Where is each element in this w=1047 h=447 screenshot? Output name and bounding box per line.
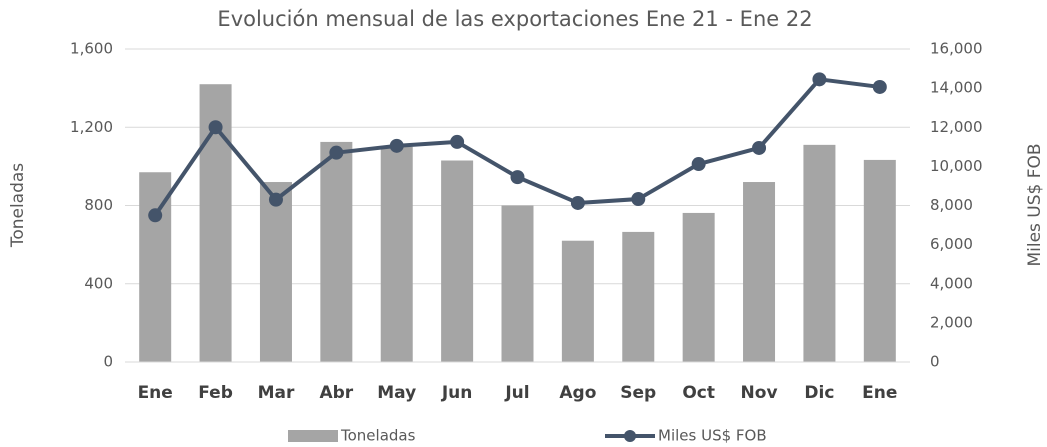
bar [441, 160, 474, 362]
x-tick-label: Mar [258, 383, 295, 403]
bar [320, 141, 353, 362]
legend-label: Miles US$ FOB [658, 427, 767, 445]
line-marker [872, 79, 887, 94]
line-marker [570, 195, 585, 210]
y2-axis-title: Miles US$ FOB [1025, 143, 1045, 266]
chart-title: Evolución mensual de las exportaciones E… [217, 7, 812, 31]
x-tick-label: Ene [138, 383, 173, 403]
line-marker [510, 170, 525, 185]
y-tick-label: 1,200 [70, 118, 113, 136]
y2-tick-label: 0 [930, 353, 940, 371]
bar [501, 205, 534, 362]
bar [622, 231, 655, 362]
line-marker [268, 192, 283, 207]
line-marker [450, 134, 465, 149]
y2-tick-label: 4,000 [930, 274, 973, 292]
bar [259, 182, 292, 362]
y-axis-title: Toneladas [8, 163, 28, 248]
y2-tick-label: 2,000 [930, 313, 973, 331]
x-tick-label: Ago [559, 383, 596, 403]
y2-tick-label: 12,000 [930, 118, 983, 136]
line-marker [208, 120, 223, 135]
y-tick-label: 1,600 [70, 40, 113, 58]
x-tick-label: Abr [319, 383, 353, 403]
x-tick-label: Ene [862, 383, 897, 403]
y2-tick-label: 10,000 [930, 157, 983, 175]
legend-swatch [624, 430, 636, 442]
legend-label: Toneladas [340, 427, 416, 445]
y2-tick-label: 6,000 [930, 235, 973, 253]
y2-tick-label: 16,000 [930, 40, 983, 58]
bar [863, 159, 896, 362]
y-tick-label: 800 [84, 196, 113, 214]
x-tick-label: Nov [741, 383, 778, 403]
bar [743, 182, 776, 362]
bar [380, 146, 413, 362]
x-tick-label: Sep [620, 383, 656, 403]
y2-tick-label: 8,000 [930, 196, 973, 214]
bar [803, 144, 836, 362]
legend-swatch [288, 430, 338, 442]
bar [139, 172, 172, 362]
line-marker [148, 208, 163, 223]
line-marker [812, 72, 827, 87]
line-marker [752, 140, 767, 155]
x-tick-label: Jun [441, 383, 473, 403]
y2-tick-label: 14,000 [930, 79, 983, 97]
bar [682, 212, 715, 362]
line-marker [329, 145, 344, 160]
y-tick-label: 0 [103, 353, 113, 371]
line-marker [389, 138, 404, 153]
x-tick-label: Jul [504, 383, 529, 403]
x-tick-label: Oct [682, 383, 715, 403]
x-tick-label: May [377, 383, 416, 403]
line-marker [631, 192, 646, 207]
bar [561, 240, 594, 362]
line-marker [691, 157, 706, 172]
x-tick-label: Dic [804, 383, 834, 403]
x-tick-label: Feb [198, 383, 233, 403]
y-tick-label: 400 [84, 274, 113, 292]
